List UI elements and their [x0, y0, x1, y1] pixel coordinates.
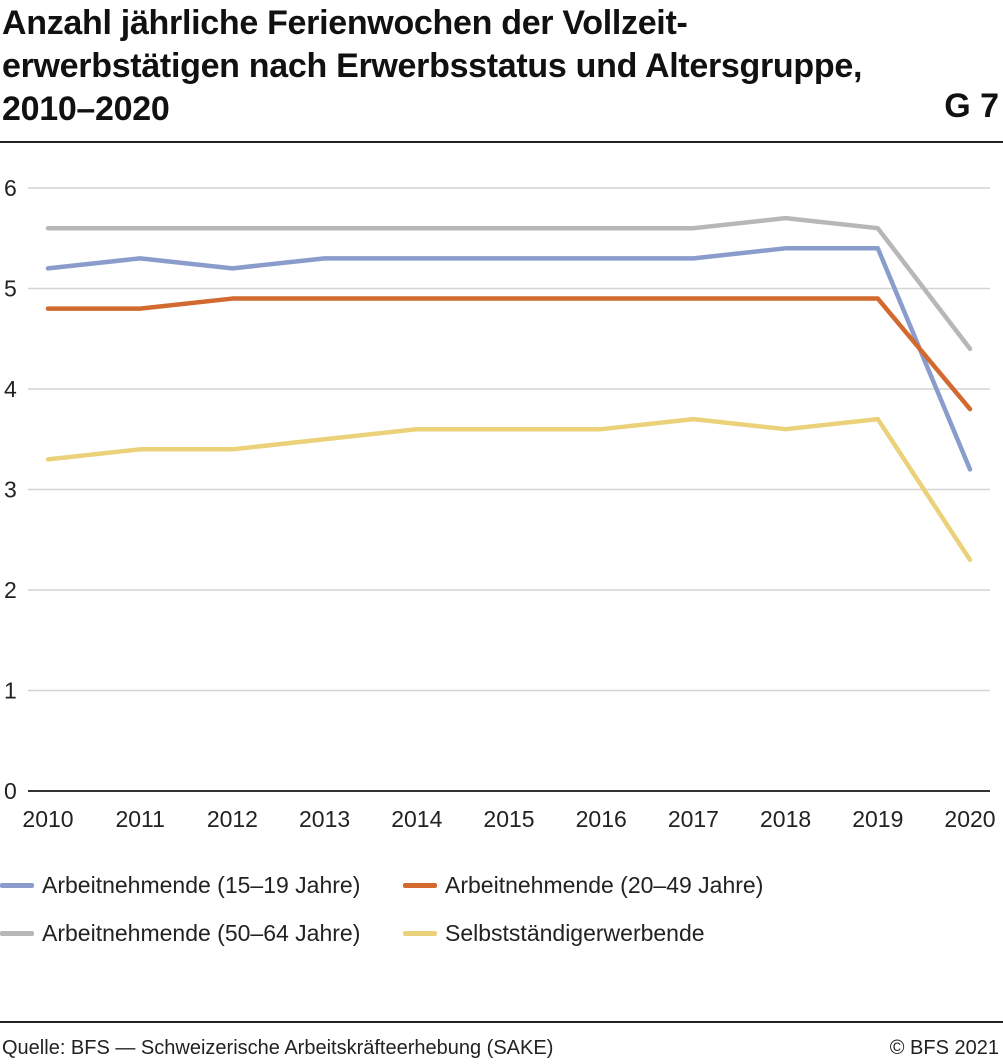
x-tick-label: 2018: [760, 806, 811, 832]
legend-item: Arbeitnehmende (50–64 Jahre): [0, 920, 360, 947]
series-line-1: [45, 246, 973, 472]
line-chart: 0 1 2 3 4 5 6 2010 2011 2012 2013 2014 2015 2016 2017…: [4, 175, 996, 832]
footer-divider: [0, 1021, 1003, 1023]
x-tick-label: 2016: [576, 806, 627, 832]
legend-swatch: [0, 883, 34, 888]
chart-title-line-2: erwerbstätigen nach Erwerbsstatus und Al…: [2, 47, 863, 85]
series-line-2: [45, 296, 973, 412]
legend-label: Selbstständigerwerbende: [445, 920, 705, 946]
x-tick-label: 2012: [207, 806, 258, 832]
legend-swatch: [403, 883, 437, 888]
legend-item: Arbeitnehmende (20–49 Jahre): [403, 872, 763, 899]
x-tick-label: 2020: [944, 806, 995, 832]
legend-item: Selbstständigerwerbende: [403, 920, 705, 947]
legend-label: Arbeitnehmende (20–49 Jahre): [445, 872, 764, 898]
chart-title: Anzahl jährliche Ferienwochen der Vollze…: [2, 2, 942, 131]
x-tick-label: 2011: [115, 806, 164, 832]
y-tick-label: 6: [4, 175, 17, 201]
legend-label: Arbeitnehmende (15–19 Jahre): [42, 872, 361, 898]
x-tick-label: 2015: [483, 806, 534, 832]
x-axis-ticks: 2010 2011 2012 2013 2014 2015 2016 2017 2018 2019…: [22, 806, 995, 832]
y-axis-ticks: 0 1 2 3 4 5 6: [4, 175, 17, 804]
chart-title-line-3: 2010–2020: [2, 90, 170, 128]
x-tick-label: 2017: [668, 806, 719, 832]
x-tick-label: 2013: [299, 806, 350, 832]
series-line-3: [45, 215, 973, 352]
legend-swatch: [403, 931, 437, 936]
y-tick-label: 2: [4, 577, 17, 603]
x-tick-label: 2019: [852, 806, 903, 832]
chart-code: G 7: [944, 87, 999, 125]
chart-title-line-1: Anzahl jährliche Ferienwochen der Vollze…: [2, 4, 688, 42]
y-tick-label: 0: [4, 778, 17, 804]
series-line-4: [45, 416, 973, 563]
legend-item: Arbeitnehmende (15–19 Jahre): [0, 872, 360, 899]
series-lines: [45, 215, 973, 563]
y-tick-label: 4: [4, 376, 17, 402]
x-tick-label: 2014: [391, 806, 442, 832]
header-divider: [0, 141, 1003, 143]
copyright-note: © BFS 2021: [889, 1037, 999, 1059]
legend-swatch: [0, 931, 34, 936]
grid-lines: [28, 187, 990, 792]
y-tick-label: 1: [4, 678, 17, 704]
source-note: Quelle: BFS — Schweizerische Arbeitskräf…: [2, 1037, 554, 1059]
x-tick-label: 2010: [22, 806, 73, 832]
y-tick-label: 3: [4, 477, 17, 503]
legend-label: Arbeitnehmende (50–64 Jahre): [42, 920, 361, 946]
y-tick-label: 5: [4, 276, 17, 302]
